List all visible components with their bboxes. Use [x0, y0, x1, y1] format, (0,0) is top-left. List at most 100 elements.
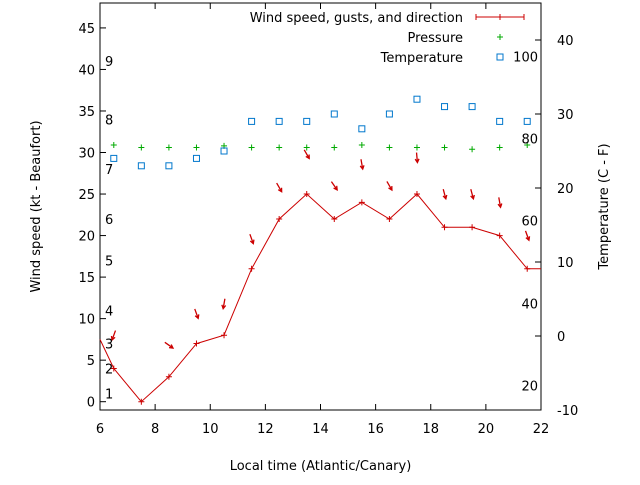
y2-tick-label: -10: [557, 404, 578, 419]
wind-direction-arrow: [470, 189, 475, 201]
y-tick-label: 0: [87, 396, 95, 411]
temperature-point: [303, 117, 311, 125]
x-tick-label: 16: [367, 422, 384, 437]
wind-direction-arrow: [221, 298, 227, 310]
pressure-point: [303, 144, 310, 151]
wind-speed-point: [110, 365, 117, 372]
wind-direction-arrow: [249, 233, 255, 245]
legend-swatch-pressure: [497, 34, 503, 40]
beaufort-label: 2: [105, 362, 113, 377]
fahrenheit-label: 60: [521, 215, 538, 230]
legend-label: Pressure: [407, 31, 463, 46]
pressure-point: [331, 144, 338, 151]
beaufort-label: 4: [105, 304, 113, 319]
beaufort-label: 1: [105, 387, 113, 402]
temperature-point: [137, 162, 145, 170]
temperature-point: [330, 110, 338, 118]
fahrenheit-label: 80: [521, 132, 538, 147]
wind-speed-point: [413, 191, 420, 198]
wind-direction-arrow: [330, 181, 338, 191]
temperature-point: [220, 147, 228, 155]
pressure-point: [441, 144, 448, 151]
wind-direction-arrow: [359, 159, 365, 171]
x-tick-label: 18: [422, 422, 439, 437]
wind-direction-arrow: [276, 182, 283, 193]
x-tick-label: 12: [257, 422, 274, 437]
wind-speed-point: [331, 215, 338, 222]
wind-speed-line: [99, 193, 541, 403]
wind-speed-point: [193, 340, 200, 347]
y-tick-label: 15: [78, 271, 95, 286]
y2-tick-label: 0: [557, 330, 565, 345]
temperature-point: [385, 110, 393, 118]
y-tick-label: 45: [78, 22, 95, 37]
pressure-point: [276, 144, 283, 151]
y2-tick-label: 10: [557, 256, 574, 271]
y2-tick-label: 20: [557, 182, 574, 197]
wind-speed-point: [138, 398, 145, 405]
pressure-point: [110, 142, 117, 149]
wind-speed-point: [358, 199, 365, 206]
beaufort-label: 9: [105, 55, 113, 70]
x-axis-title: Local time (Atlantic/Canary): [230, 459, 412, 474]
wind-speed-point: [276, 215, 283, 222]
y-tick-label: 25: [78, 188, 95, 203]
pressure-point: [138, 144, 145, 151]
wind-speed-point: [248, 265, 255, 272]
y-tick-label: 40: [78, 63, 95, 78]
pressure-point: [358, 142, 365, 149]
pressure-point: [469, 146, 476, 153]
fahrenheit-label: 100: [513, 50, 538, 65]
wind-direction-arrow: [497, 197, 503, 209]
beaufort-label: 6: [105, 213, 113, 228]
x-tick-label: 20: [478, 422, 495, 437]
x-tick-label: 6: [96, 422, 104, 437]
pressure-point: [413, 144, 420, 151]
wind-speed-point: [165, 373, 172, 380]
wind-direction-arrow: [524, 230, 531, 242]
temperature-point: [468, 103, 476, 111]
x-tick-label: 14: [312, 422, 329, 437]
y-tick-label: 5: [87, 354, 95, 369]
y2-tick-label: 30: [557, 108, 574, 123]
temperature-point: [192, 154, 200, 162]
y-tick-label: 20: [78, 230, 95, 245]
wind-speed-point: [441, 224, 448, 231]
temperature-point: [358, 125, 366, 133]
x-tick-label: 8: [151, 422, 159, 437]
temperature-point: [165, 162, 173, 170]
y2-axis-title: Temperature (C - F): [597, 143, 612, 270]
temperature-point: [248, 117, 256, 125]
y-tick-label: 35: [78, 105, 95, 120]
pressure-point: [524, 142, 531, 149]
temperature-point: [413, 95, 421, 103]
y-tick-label: 30: [78, 147, 95, 162]
wind-direction-arrow: [164, 341, 175, 349]
beaufort-label: 5: [105, 254, 113, 269]
wind-speed-point: [469, 224, 476, 231]
wind-direction-arrow: [194, 308, 200, 320]
legend-swatch-temperature: [496, 53, 504, 61]
wind-direction-arrow: [414, 152, 420, 164]
legend-label: Wind speed, gusts, and direction: [250, 11, 463, 26]
wind-speed-point: [221, 332, 228, 339]
wind-speed-point: [496, 232, 503, 239]
beaufort-label: 3: [105, 338, 113, 353]
pressure-point: [193, 144, 200, 151]
wind-direction-arrow: [110, 330, 117, 342]
temperature-point: [275, 117, 283, 125]
wind-direction-arrow: [386, 181, 393, 192]
pressure-point: [248, 144, 255, 151]
pressure-point: [496, 144, 503, 151]
legend-label: Temperature: [380, 51, 463, 66]
temperature-point: [523, 117, 531, 125]
fahrenheit-label: 40: [521, 297, 538, 312]
pressure-point: [386, 144, 393, 151]
wind-speed-point: [303, 191, 310, 198]
y-tick-label: 10: [78, 313, 95, 328]
wind-direction-arrow: [303, 149, 310, 160]
beaufort-label: 7: [105, 163, 113, 178]
temperature-point: [110, 154, 118, 162]
